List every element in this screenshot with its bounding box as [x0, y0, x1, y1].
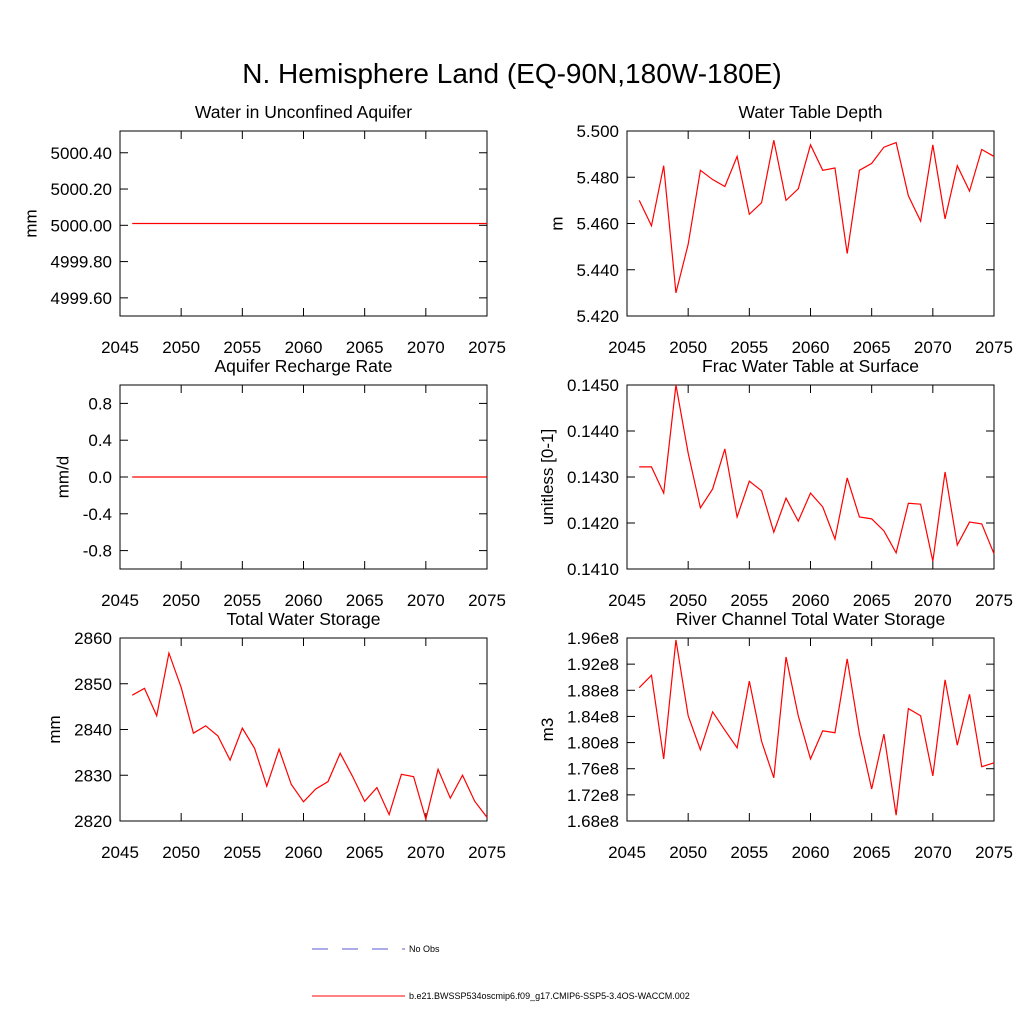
x-tick-label: 2060 — [792, 338, 830, 357]
panel-title: Frac Water Table at Surface — [702, 356, 919, 376]
y-tick-label: 1.80e8 — [567, 734, 619, 753]
y-tick-label: -0.8 — [83, 542, 112, 561]
x-tick-label: 2070 — [914, 338, 952, 357]
y-tick-label: 1.96e8 — [567, 629, 619, 648]
y-tick-label: 1.72e8 — [567, 786, 619, 805]
y-axis-label: m3 — [538, 718, 557, 742]
y-axis-label: unitless [0-1] — [538, 429, 557, 525]
panel-title: Water Table Depth — [739, 102, 883, 122]
y-tick-label: 1.92e8 — [567, 655, 619, 674]
x-tick-label: 2055 — [730, 591, 768, 610]
y-tick-label: 5.420 — [576, 307, 619, 326]
y-tick-label: 0.1420 — [567, 514, 619, 533]
y-axis-label: mm — [45, 715, 64, 743]
x-tick-label: 2070 — [407, 843, 445, 862]
y-tick-label: 5.500 — [576, 122, 619, 141]
y-tick-label: -0.4 — [83, 505, 112, 524]
x-tick-label: 2065 — [346, 591, 384, 610]
y-axis-label: mm/d — [54, 456, 73, 499]
x-tick-label: 2070 — [914, 843, 952, 862]
legend-label: b.e21.BWSSP534oscmip6.f09_g17.CMIP6-SSP5… — [409, 991, 690, 1001]
x-tick-label: 2060 — [285, 338, 323, 357]
x-tick-label: 2075 — [468, 338, 506, 357]
x-tick-label: 2070 — [407, 338, 445, 357]
x-tick-label: 2045 — [608, 843, 646, 862]
y-tick-label: 2830 — [74, 766, 112, 785]
figure-title: N. Hemisphere Land (EQ-90N,180W-180E) — [242, 58, 782, 89]
x-tick-label: 2075 — [468, 591, 506, 610]
x-tick-label: 2055 — [730, 338, 768, 357]
panel-title: River Channel Total Water Storage — [676, 609, 945, 629]
x-tick-label: 2055 — [223, 338, 261, 357]
plot-frame — [626, 130, 995, 317]
x-tick-label: 2050 — [162, 843, 200, 862]
x-tick-label: 2060 — [285, 591, 323, 610]
y-tick-label: 2840 — [74, 721, 112, 740]
y-tick-label: 0.1430 — [567, 468, 619, 487]
x-tick-label: 2045 — [101, 338, 139, 357]
x-tick-label: 2065 — [346, 843, 384, 862]
panel-title: Water in Unconfined Aquifer — [195, 102, 412, 122]
x-tick-label: 2045 — [101, 591, 139, 610]
x-tick-label: 2050 — [669, 338, 707, 357]
y-axis-label: m — [547, 216, 566, 230]
y-tick-label: 0.0 — [88, 468, 112, 487]
x-tick-label: 2075 — [975, 591, 1013, 610]
x-tick-label: 2055 — [730, 843, 768, 862]
x-tick-label: 2060 — [792, 591, 830, 610]
y-tick-label: 4999.80 — [51, 253, 112, 272]
y-tick-label: 2850 — [74, 675, 112, 694]
panel-title: Aquifer Recharge Rate — [214, 356, 392, 376]
x-tick-label: 2045 — [608, 338, 646, 357]
y-tick-label: 0.4 — [88, 431, 112, 450]
y-tick-label: 5.480 — [576, 168, 619, 187]
y-tick-label: 1.84e8 — [567, 707, 619, 726]
x-tick-label: 2045 — [101, 843, 139, 862]
x-tick-label: 2065 — [853, 591, 891, 610]
x-tick-label: 2050 — [162, 338, 200, 357]
y-tick-label: 2820 — [74, 812, 112, 831]
x-tick-label: 2045 — [608, 591, 646, 610]
x-tick-label: 2075 — [975, 338, 1013, 357]
y-tick-label: 1.68e8 — [567, 812, 619, 831]
x-tick-label: 2075 — [975, 843, 1013, 862]
y-tick-label: 5.440 — [576, 261, 619, 280]
x-tick-label: 2060 — [285, 843, 323, 862]
x-tick-label: 2070 — [914, 591, 952, 610]
data-line — [639, 384, 995, 562]
y-tick-label: 1.76e8 — [567, 760, 619, 779]
x-tick-label: 2050 — [162, 591, 200, 610]
x-tick-label: 2065 — [853, 338, 891, 357]
x-tick-label: 2075 — [468, 843, 506, 862]
plot-frame — [626, 384, 995, 570]
y-tick-label: 4999.60 — [51, 289, 112, 308]
x-tick-label: 2055 — [223, 591, 261, 610]
y-tick-label: 5.460 — [576, 215, 619, 234]
y-tick-label: 5000.00 — [51, 216, 112, 235]
y-tick-label: 0.8 — [88, 394, 112, 413]
y-tick-label: 5000.20 — [51, 180, 112, 199]
x-tick-label: 2065 — [346, 338, 384, 357]
x-tick-label: 2060 — [792, 843, 830, 862]
y-tick-label: 1.88e8 — [567, 681, 619, 700]
data-line — [131, 650, 488, 822]
y-tick-label: 0.1440 — [567, 422, 619, 441]
data-line — [638, 639, 995, 816]
panel-title: Total Water Storage — [226, 609, 380, 629]
x-tick-label: 2070 — [407, 591, 445, 610]
x-tick-label: 2065 — [853, 843, 891, 862]
x-tick-label: 2050 — [669, 591, 707, 610]
y-tick-label: 0.1410 — [567, 560, 619, 579]
legend-label: No Obs — [409, 944, 440, 954]
y-tick-label: 2860 — [74, 629, 112, 648]
y-axis-label: mm — [22, 209, 41, 237]
y-tick-label: 0.1450 — [567, 376, 619, 395]
data-line — [638, 140, 995, 294]
y-tick-label: 5000.40 — [51, 144, 112, 163]
x-tick-label: 2055 — [223, 843, 261, 862]
x-tick-label: 2050 — [669, 843, 707, 862]
